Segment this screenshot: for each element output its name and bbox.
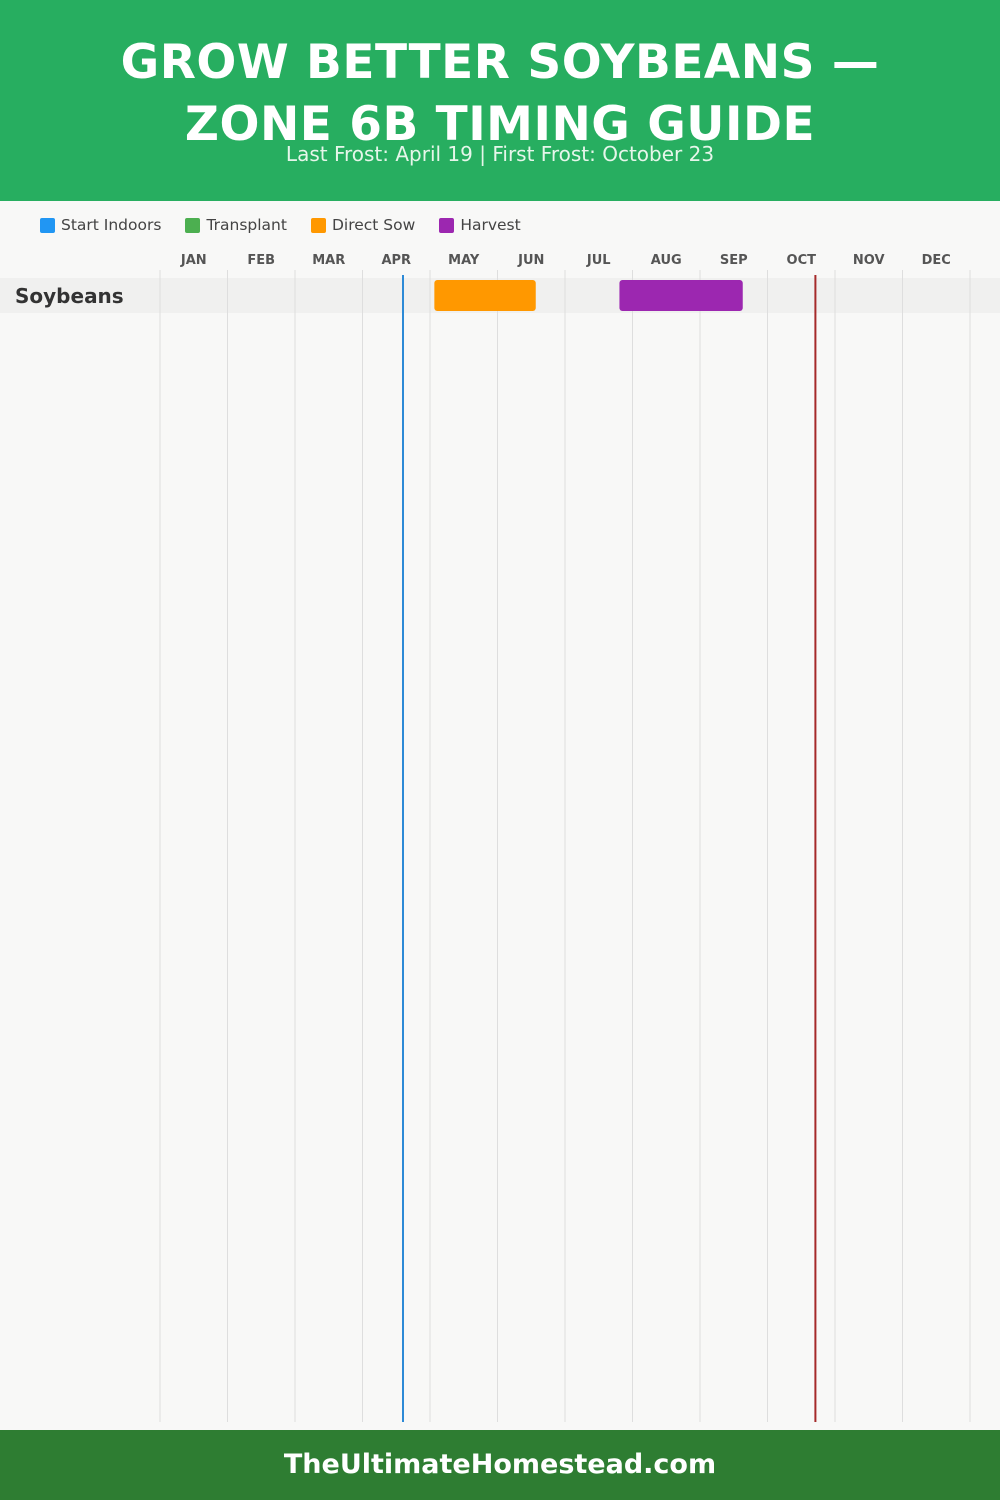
- legend-label: Harvest: [460, 216, 521, 234]
- month-label: JAN: [180, 253, 207, 268]
- legend-label: Transplant: [206, 216, 287, 234]
- month-label: OCT: [787, 253, 817, 268]
- crop-label: Soybeans: [15, 284, 124, 308]
- month-label: JUN: [517, 253, 544, 268]
- month-label: AUG: [651, 253, 682, 268]
- legend: Start Indoors Transplant Direct Sow Harv…: [40, 214, 545, 236]
- header-banner: GROW BETTER SOYBEANS — ZONE 6B TIMING GU…: [0, 0, 1000, 201]
- timing-chart: JAN FEB MAR APR MAY JUN JUL AUG SEP OCT NOV DEC Soyb…: [0, 253, 1000, 1422]
- direct-sow-bar: [434, 280, 536, 311]
- month-label: SEP: [720, 253, 748, 268]
- month-label: MAY: [448, 253, 480, 268]
- legend-swatch: [439, 217, 455, 233]
- legend-item-start-indoors: Start Indoors: [40, 216, 161, 234]
- month-label: APR: [381, 253, 411, 268]
- footer-banner: TheUltimateHomestead.com: [0, 1430, 1000, 1500]
- footer-site-link[interactable]: TheUltimateHomestead.com: [283, 1449, 717, 1480]
- legend-swatch: [185, 217, 201, 233]
- page-title-line-2: ZONE 6B TIMING GUIDE: [184, 97, 816, 152]
- page-title-line-1: GROW BETTER SOYBEANS —: [120, 35, 880, 90]
- harvest-bar: [619, 280, 743, 311]
- month-label: NOV: [853, 253, 885, 268]
- frost-dates-subtitle: Last Frost: April 19 | First Frost: Octo…: [285, 142, 715, 166]
- legend-item-harvest: Harvest: [439, 216, 521, 234]
- legend-swatch: [40, 217, 55, 233]
- legend-item-transplant: Transplant: [185, 216, 287, 234]
- month-label: MAR: [312, 253, 345, 268]
- legend-label: Direct Sow: [331, 216, 416, 234]
- month-label: JUL: [586, 253, 611, 268]
- month-label: DEC: [922, 253, 951, 268]
- legend-swatch: [310, 217, 326, 233]
- legend-label: Start Indoors: [61, 216, 162, 234]
- legend-item-direct-sow: Direct Sow: [310, 216, 416, 234]
- month-label: FEB: [247, 253, 275, 268]
